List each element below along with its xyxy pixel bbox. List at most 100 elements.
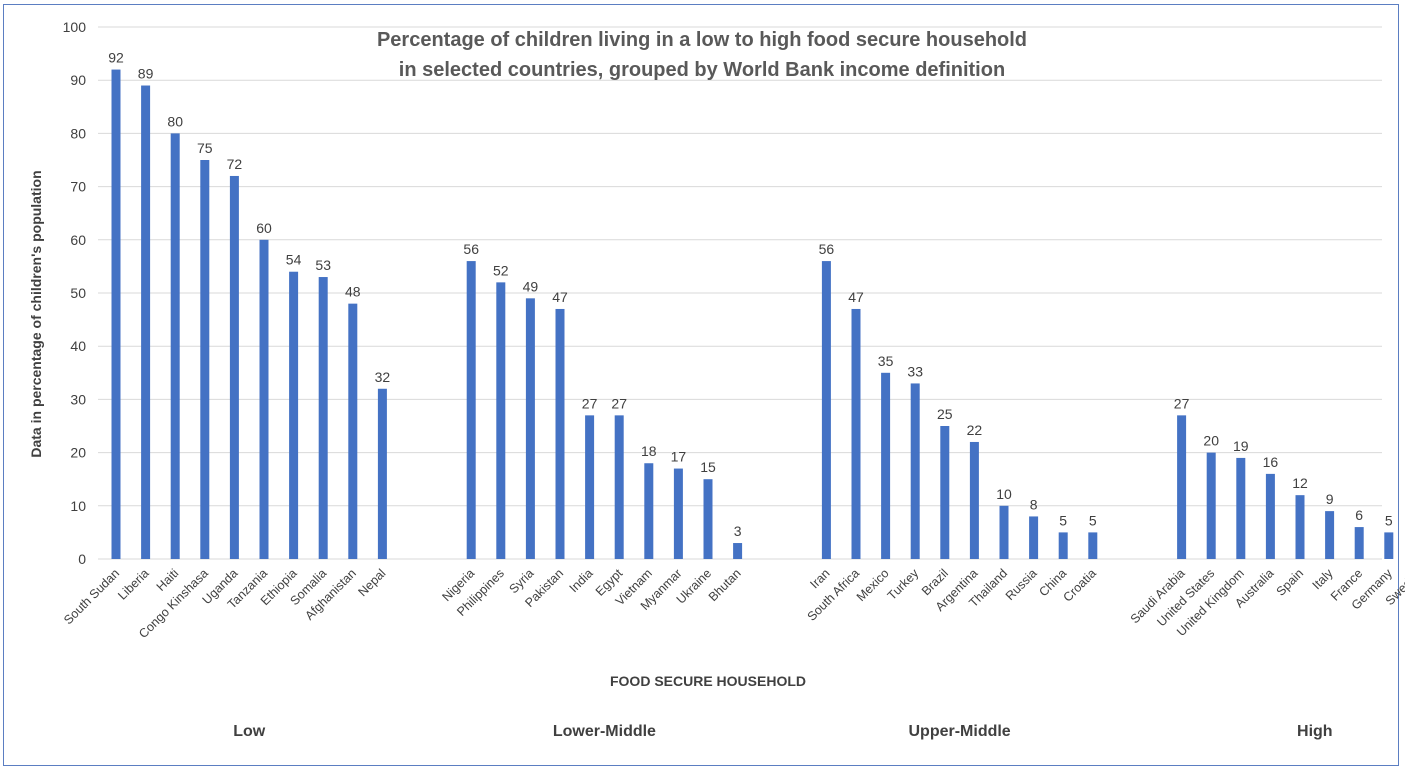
data-label: 80 — [167, 113, 183, 129]
data-label: 25 — [937, 406, 953, 422]
data-label: 18 — [641, 443, 657, 459]
y-tick-label: 60 — [70, 232, 86, 248]
data-label: 35 — [878, 353, 894, 369]
bar — [1265, 473, 1275, 559]
data-label: 60 — [256, 220, 272, 236]
data-label: 53 — [315, 257, 331, 273]
data-label: 9 — [1326, 491, 1334, 507]
data-label: 10 — [996, 486, 1012, 502]
group-label: Lower-Middle — [553, 723, 656, 740]
bar — [940, 426, 950, 559]
category-label: Nepal — [356, 566, 389, 599]
bar — [1206, 452, 1216, 559]
data-label: 5 — [1385, 512, 1393, 528]
bar — [1177, 415, 1187, 559]
data-label: 17 — [671, 449, 687, 465]
data-label: 27 — [611, 395, 627, 411]
data-label: 56 — [463, 241, 479, 257]
y-tick-label: 0 — [78, 551, 86, 567]
bar — [644, 463, 654, 559]
bar — [170, 133, 180, 559]
bar — [141, 85, 151, 560]
bar — [585, 415, 595, 559]
category-label: South Sudan — [61, 566, 122, 627]
group-label: Low — [233, 723, 266, 740]
data-label: 12 — [1292, 475, 1308, 491]
data-label: 52 — [493, 262, 509, 278]
data-label: 19 — [1233, 438, 1249, 454]
data-label: 75 — [197, 140, 213, 156]
bar — [733, 543, 743, 559]
data-label: 56 — [819, 241, 835, 257]
data-label: 16 — [1263, 454, 1279, 470]
y-tick-label: 40 — [70, 338, 86, 354]
data-label: 47 — [848, 289, 864, 305]
y-tick-label: 100 — [63, 19, 87, 35]
bar — [1029, 516, 1039, 559]
bar — [1058, 532, 1068, 559]
data-label: 6 — [1355, 507, 1363, 523]
category-label: Liberia — [115, 566, 151, 602]
data-label: 5 — [1089, 512, 1097, 528]
data-label: 89 — [138, 66, 154, 82]
bar — [348, 303, 358, 559]
data-label: 5 — [1059, 512, 1067, 528]
bar — [999, 505, 1009, 559]
y-axis-title: Data in percentage of children's populat… — [28, 170, 44, 457]
bar — [703, 479, 713, 559]
category-label: Spain — [1274, 566, 1307, 599]
bar — [1295, 495, 1305, 559]
bar — [1384, 532, 1394, 559]
bar — [910, 383, 920, 559]
data-label: 47 — [552, 289, 568, 305]
bar — [289, 271, 299, 559]
data-label: 49 — [523, 278, 539, 294]
bar — [673, 468, 683, 559]
chart-title-line-2: in selected countries, grouped by World … — [399, 59, 1005, 81]
data-label: 8 — [1030, 496, 1038, 512]
y-tick-label: 50 — [70, 285, 86, 301]
y-tick-label: 30 — [70, 391, 86, 407]
category-label: India — [567, 566, 596, 595]
bar — [969, 441, 979, 559]
bar — [1088, 532, 1098, 559]
y-tick-label: 10 — [70, 498, 86, 514]
x-axis-title: FOOD SECURE HOUSEHOLD — [610, 673, 806, 689]
y-tick-label: 20 — [70, 445, 86, 461]
data-label: 32 — [375, 369, 391, 385]
bars — [111, 69, 1394, 560]
bar — [111, 69, 121, 559]
y-axis-ticks: 0 10 20 30 40 50 60 70 80 90 100 — [63, 19, 87, 567]
chart-title-line-1: Percentage of children living in a low t… — [377, 29, 1027, 51]
data-label: 22 — [967, 422, 983, 438]
bar — [1236, 457, 1246, 559]
data-label: 27 — [1174, 395, 1190, 411]
y-tick-label: 90 — [70, 72, 86, 88]
data-label: 54 — [286, 252, 302, 268]
category-label: Turkey — [885, 566, 922, 603]
data-label: 48 — [345, 284, 361, 300]
data-label: 15 — [700, 459, 716, 475]
bar — [851, 308, 861, 559]
data-label: 72 — [227, 156, 243, 172]
category-label: Russia — [1003, 566, 1040, 603]
bar — [1325, 511, 1335, 559]
bar — [466, 261, 476, 559]
bar — [525, 298, 535, 559]
data-label: 3 — [734, 523, 742, 539]
bar — [318, 277, 328, 559]
bar — [200, 160, 210, 559]
data-label: 27 — [582, 395, 598, 411]
y-tick-label: 80 — [70, 125, 86, 141]
data-label: 92 — [108, 50, 124, 66]
gridlines — [98, 26, 1382, 560]
category-label: Iran — [807, 566, 832, 591]
bar — [1354, 527, 1364, 559]
group-labels: Low Lower-Middle Upper-Middle High — [233, 723, 1332, 740]
bar — [229, 175, 239, 559]
bar — [881, 372, 891, 559]
group-label: High — [1297, 723, 1333, 740]
